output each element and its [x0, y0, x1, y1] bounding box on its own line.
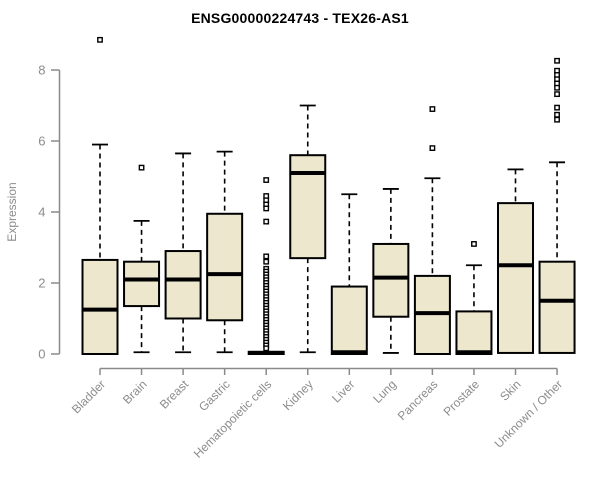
- x-tick-label: Breast: [157, 377, 192, 412]
- x-tick-label: Kidney: [280, 377, 316, 413]
- iqr-box: [330, 285, 368, 355]
- iqr-box: [164, 250, 202, 320]
- iqr-box: [206, 212, 244, 322]
- y-axis-title: Expression: [5, 182, 19, 241]
- outlier-point: [138, 164, 145, 171]
- boxplot-prostate: [455, 241, 493, 355]
- y-tick-label: 8: [38, 63, 45, 78]
- boxplot-breast: [164, 152, 202, 354]
- y-tick-label: 0: [38, 347, 45, 362]
- outlier-point: [554, 91, 560, 98]
- outlier-point: [471, 241, 477, 247]
- boxplot-skin: [497, 168, 534, 354]
- outlier-point: [263, 345, 270, 352]
- outlier-point: [263, 205, 270, 212]
- outlier-point: [554, 84, 560, 91]
- outlier-point: [429, 145, 436, 151]
- iqr-box: [372, 242, 410, 318]
- boxplot-bladder: [81, 36, 119, 355]
- boxplot-gastric: [206, 150, 244, 354]
- x-tick-label: Pancreas: [395, 377, 441, 423]
- x-tick-label: Brain: [120, 377, 150, 407]
- y-axis: 0 2 4 6 8 Expression: [5, 63, 61, 362]
- x-tick-label: Prostate: [441, 377, 483, 419]
- boxplot-brain: [123, 164, 161, 354]
- iqr-box: [123, 260, 161, 308]
- outlier-point: [554, 57, 560, 64]
- outlier-point: [263, 258, 270, 265]
- iqr-box: [289, 154, 327, 260]
- y-tick-label: 6: [38, 134, 45, 149]
- outlier-point: [554, 111, 560, 118]
- outlier-point: [554, 116, 560, 123]
- iqr-box: [538, 260, 576, 354]
- outlier-point: [554, 104, 560, 111]
- x-tick-label: Gastric: [196, 377, 233, 414]
- boxplot-unknown-other: [538, 57, 576, 354]
- boxplot-hematopoietic-cells: [247, 177, 285, 355]
- iqr-box: [497, 202, 534, 354]
- outlier-point: [429, 106, 436, 112]
- outlier-point: [263, 253, 270, 260]
- boxplot-kidney: [289, 104, 327, 354]
- boxplot-liver: [330, 193, 368, 355]
- x-tick-label: Bladder: [69, 377, 108, 416]
- x-tick-label: Hematopoietic cells: [191, 377, 274, 460]
- y-tick-label: 4: [38, 205, 45, 220]
- x-tick-label: Liver: [329, 377, 357, 405]
- y-tick-label: 2: [38, 276, 45, 291]
- chart-title: ENSG00000224743 - TEX26-AS1: [191, 10, 409, 26]
- outlier-point: [97, 36, 103, 43]
- iqr-box: [455, 310, 493, 355]
- outlier-point: [263, 177, 270, 183]
- boxplot-pancreas: [413, 106, 451, 355]
- outlier-point: [263, 218, 270, 225]
- x-tick-label: Lung: [370, 377, 399, 406]
- x-tick-label: Skin: [497, 377, 523, 403]
- boxplot-lung: [372, 188, 410, 354]
- iqr-box: [81, 258, 119, 355]
